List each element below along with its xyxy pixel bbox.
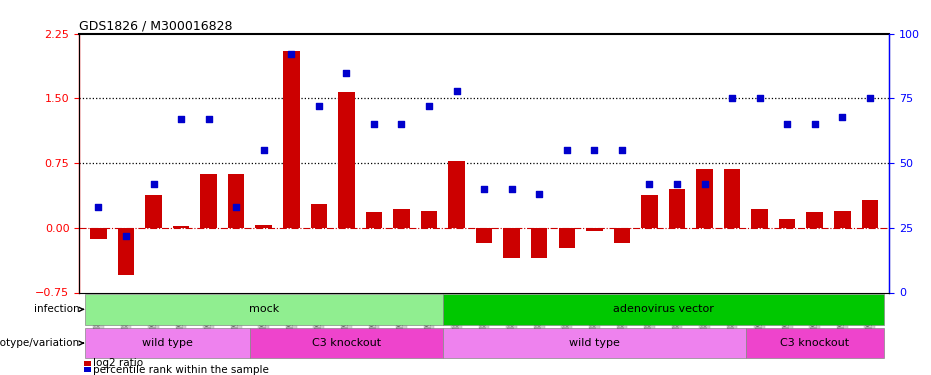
Bar bbox=[283, 51, 300, 228]
Point bbox=[91, 204, 106, 210]
Bar bbox=[366, 212, 383, 228]
Text: C3 knockout: C3 knockout bbox=[780, 338, 849, 348]
Bar bbox=[173, 226, 189, 228]
Point bbox=[173, 116, 188, 122]
Point bbox=[835, 114, 850, 120]
Point bbox=[394, 122, 409, 128]
Bar bbox=[84, 361, 91, 366]
Point bbox=[614, 147, 629, 153]
FancyBboxPatch shape bbox=[85, 294, 443, 324]
Bar bbox=[84, 367, 91, 372]
Text: mock: mock bbox=[249, 304, 279, 314]
Text: C3 knockout: C3 knockout bbox=[312, 338, 381, 348]
Point bbox=[256, 147, 271, 153]
Bar bbox=[723, 169, 740, 228]
Bar bbox=[393, 209, 410, 228]
Text: adenovirus vector: adenovirus vector bbox=[613, 304, 714, 314]
Bar bbox=[311, 204, 327, 228]
Bar bbox=[117, 228, 134, 275]
Text: genotype/variation: genotype/variation bbox=[0, 338, 83, 348]
Bar bbox=[504, 228, 519, 258]
Text: percentile rank within the sample: percentile rank within the sample bbox=[93, 365, 269, 375]
Bar bbox=[861, 200, 878, 228]
Point bbox=[752, 96, 767, 102]
Bar bbox=[90, 228, 107, 239]
Point bbox=[422, 103, 437, 109]
Point bbox=[449, 88, 464, 94]
Bar bbox=[228, 174, 245, 228]
Bar bbox=[641, 195, 657, 228]
Point bbox=[201, 116, 216, 122]
Point bbox=[311, 103, 326, 109]
Bar bbox=[806, 212, 823, 228]
Text: GDS1826 / M300016828: GDS1826 / M300016828 bbox=[79, 20, 233, 33]
Point bbox=[724, 96, 739, 102]
Bar bbox=[586, 228, 602, 231]
Point bbox=[669, 181, 684, 187]
FancyBboxPatch shape bbox=[250, 328, 443, 358]
Point bbox=[146, 181, 161, 187]
Text: infection: infection bbox=[34, 304, 83, 314]
Point bbox=[367, 122, 382, 128]
Point bbox=[339, 70, 354, 76]
Point bbox=[229, 204, 244, 210]
Bar bbox=[449, 160, 465, 228]
Point bbox=[807, 122, 822, 128]
Point bbox=[587, 147, 601, 153]
Bar bbox=[696, 169, 713, 228]
Text: wild type: wild type bbox=[142, 338, 193, 348]
Bar bbox=[779, 219, 795, 228]
FancyBboxPatch shape bbox=[85, 328, 250, 358]
Bar bbox=[559, 228, 575, 248]
Point bbox=[697, 181, 712, 187]
Bar bbox=[834, 211, 851, 228]
Bar bbox=[255, 225, 272, 228]
Point bbox=[862, 96, 877, 102]
Point bbox=[118, 232, 133, 238]
Bar bbox=[531, 228, 547, 258]
Text: log2 ratio: log2 ratio bbox=[93, 358, 143, 368]
Point bbox=[560, 147, 574, 153]
Point bbox=[780, 122, 795, 128]
Bar bbox=[338, 92, 355, 228]
Point bbox=[284, 51, 299, 57]
Text: wild type: wild type bbox=[569, 338, 620, 348]
Point bbox=[642, 181, 657, 187]
Point bbox=[477, 186, 492, 192]
FancyBboxPatch shape bbox=[746, 328, 884, 358]
Bar bbox=[421, 211, 438, 228]
Bar bbox=[200, 174, 217, 228]
Point bbox=[532, 191, 546, 197]
FancyBboxPatch shape bbox=[443, 328, 746, 358]
Bar bbox=[751, 209, 768, 228]
FancyBboxPatch shape bbox=[443, 294, 884, 324]
Bar bbox=[614, 228, 630, 243]
Point bbox=[505, 186, 519, 192]
Bar bbox=[476, 228, 492, 243]
Bar bbox=[145, 195, 162, 228]
Bar bbox=[668, 189, 685, 228]
